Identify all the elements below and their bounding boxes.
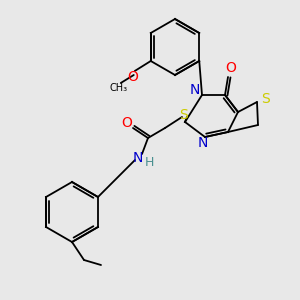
Text: O: O: [127, 70, 138, 84]
Text: S: S: [180, 108, 188, 122]
Text: O: O: [226, 61, 236, 75]
Text: N: N: [190, 83, 200, 97]
Text: CH₃: CH₃: [110, 83, 128, 93]
Text: O: O: [122, 116, 132, 130]
Text: N: N: [133, 151, 143, 165]
Text: H: H: [144, 157, 154, 169]
Text: N: N: [198, 136, 208, 150]
Text: S: S: [261, 92, 269, 106]
